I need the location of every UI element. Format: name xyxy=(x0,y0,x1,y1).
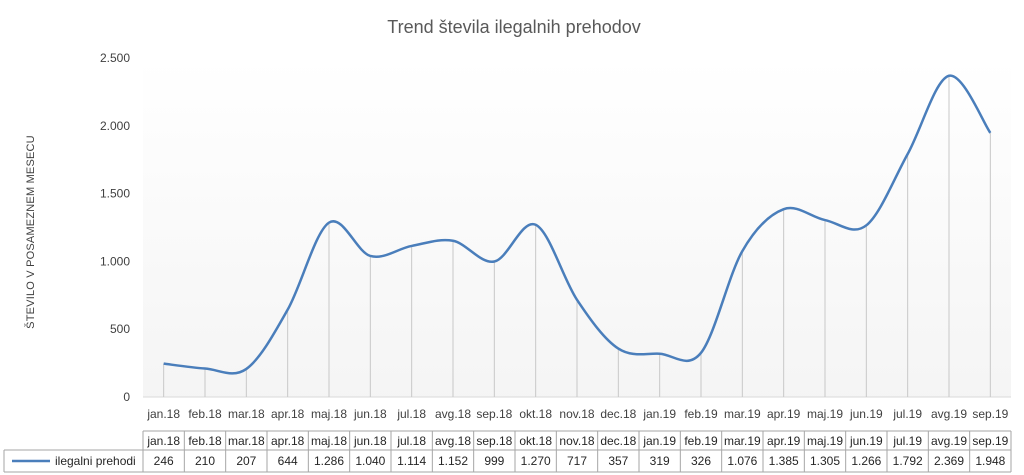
table-value-cell: 1.040 xyxy=(355,454,385,468)
table-header-cell: jul.19 xyxy=(892,434,922,448)
table-header-cell: avg.18 xyxy=(435,434,471,448)
table-header-cell: dec.18 xyxy=(600,434,636,448)
legend-label: ilegalni prehodi xyxy=(55,454,136,468)
y-tick-label: 2.500 xyxy=(100,51,130,65)
table-value-cell: 1.948 xyxy=(975,454,1005,468)
y-tick-label: 1.500 xyxy=(100,187,130,201)
x-tick-label: sep.18 xyxy=(476,407,512,421)
table-header-cell: jan.18 xyxy=(146,434,180,448)
table-value-cell: 999 xyxy=(484,454,504,468)
table-value-cell: 246 xyxy=(154,454,174,468)
table-value-cell: 1.270 xyxy=(521,454,551,468)
y-tick-label: 500 xyxy=(110,322,130,336)
x-tick-label: jul.18 xyxy=(396,407,426,421)
table-value-cell: 1.076 xyxy=(727,454,757,468)
table-value-cell: 1.385 xyxy=(769,454,799,468)
table-header-cell: okt.18 xyxy=(519,434,552,448)
x-tick-label: feb.18 xyxy=(188,407,222,421)
table-header-cell: nov.18 xyxy=(559,434,594,448)
table-value-cell: 319 xyxy=(650,454,670,468)
x-tick-label: sep.19 xyxy=(972,407,1008,421)
x-tick-label: feb.19 xyxy=(684,407,718,421)
table-value-cell: 2.369 xyxy=(934,454,964,468)
table-value-cell: 1.266 xyxy=(851,454,881,468)
table-value-cell: 207 xyxy=(236,454,256,468)
table-value-cell: 1.305 xyxy=(810,454,840,468)
y-tick-label: 1.000 xyxy=(100,254,130,268)
x-tick-label: apr.18 xyxy=(271,407,305,421)
x-tick-label: okt.18 xyxy=(519,407,552,421)
x-tick-label: jan.18 xyxy=(146,407,180,421)
table-header-cell: sep.19 xyxy=(972,434,1008,448)
x-tick-label: jul.19 xyxy=(892,407,922,421)
series-line-ilegalni-prehodi xyxy=(163,74,992,375)
table-header-cell: maj.18 xyxy=(311,434,347,448)
x-tick-label: maj.18 xyxy=(311,407,347,421)
x-tick-label: jan.19 xyxy=(642,407,676,421)
y-tick-label: 0 xyxy=(123,390,130,404)
table-value-cell: 717 xyxy=(567,454,587,468)
table-header-cell: jun.18 xyxy=(353,434,387,448)
table-value-cell: 357 xyxy=(608,454,628,468)
table-header-cell: sep.18 xyxy=(476,434,512,448)
x-tick-label: nov.18 xyxy=(559,407,594,421)
table-value-cell: 1.152 xyxy=(438,454,468,468)
table-header-cell: mar.19 xyxy=(724,434,761,448)
x-tick-label: jun.18 xyxy=(353,407,387,421)
chart-title: Trend števila ilegalnih prehodov xyxy=(387,17,641,37)
y-axis-label: ŠTEVILO V POSAMEZNEM MESECU xyxy=(24,135,37,329)
plot-area: 0 500 1.000 1.500 2.000 2.500 jan.18 feb.18 mar.… xyxy=(100,51,1011,421)
x-tick-label: jun.19 xyxy=(849,407,883,421)
table-header-cell: jan.19 xyxy=(642,434,676,448)
x-tick-label: mar.19 xyxy=(724,407,761,421)
x-tick-label: apr.19 xyxy=(767,407,801,421)
table-value-cell: 1.792 xyxy=(893,454,923,468)
x-tick-label: mar.18 xyxy=(228,407,265,421)
table-value-cell: 326 xyxy=(691,454,711,468)
table-header-cell: feb.19 xyxy=(684,434,718,448)
x-tick-label: maj.19 xyxy=(807,407,843,421)
y-tick-label: 2.000 xyxy=(100,119,130,133)
table-value-cell: 1.286 xyxy=(314,454,344,468)
table-header-cell: apr.18 xyxy=(271,434,305,448)
table-header-cell: avg.19 xyxy=(931,434,967,448)
x-tick-label: avg.19 xyxy=(931,407,967,421)
table-value-cell: 644 xyxy=(278,454,298,468)
table-header-cell: jun.19 xyxy=(849,434,883,448)
x-tick-label: avg.18 xyxy=(435,407,471,421)
table-value-cell: 210 xyxy=(195,454,215,468)
table-header-cell: apr.19 xyxy=(767,434,801,448)
x-tick-label: dec.18 xyxy=(600,407,636,421)
table-header-cell: jul.18 xyxy=(396,434,426,448)
table-header-cell: mar.18 xyxy=(228,434,265,448)
table-value-cell: 1.114 xyxy=(397,454,426,468)
table-header-cell: maj.19 xyxy=(807,434,843,448)
data-table: jan.18 feb.18 mar.18 apr.18 maj.18 jun.18 jul.… xyxy=(3,430,1012,473)
table-header-cell: feb.18 xyxy=(188,434,222,448)
